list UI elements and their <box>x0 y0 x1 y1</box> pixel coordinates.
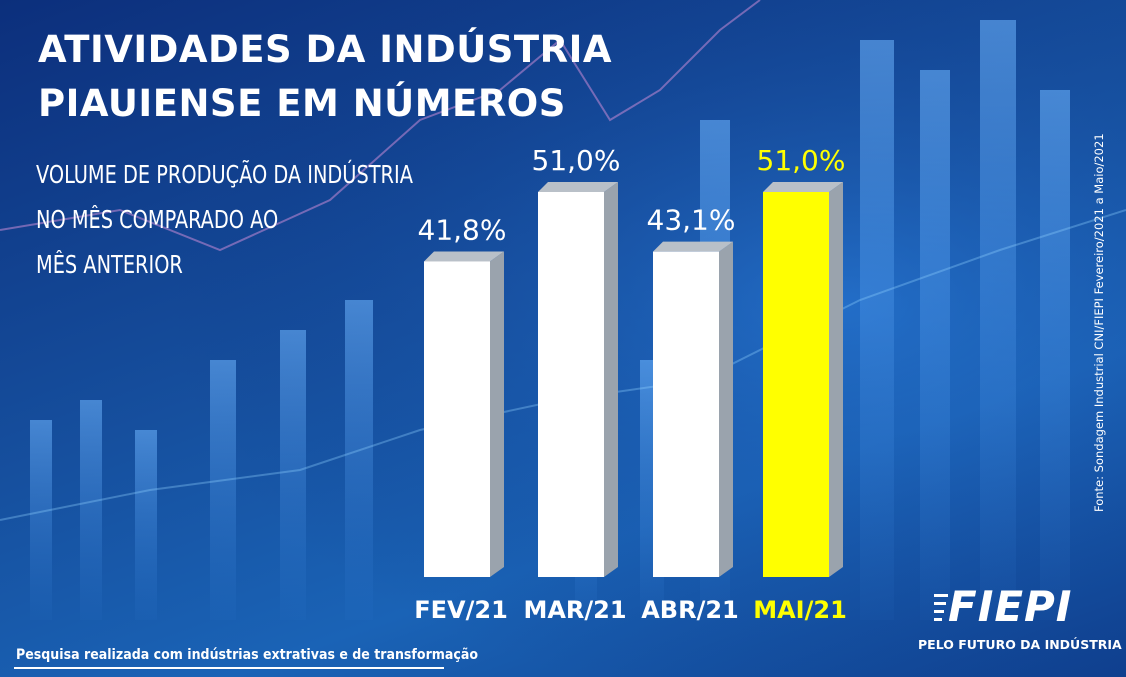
footnote: Pesquisa realizada com indústrias extrat… <box>16 647 479 663</box>
bar-3 <box>763 192 829 577</box>
slogan: PELO FUTURO DA INDÚSTRIA <box>918 637 1122 652</box>
bar-top-3 <box>763 182 843 192</box>
title-line-2: PIAUIENSE EM NÚMEROS <box>38 82 566 125</box>
title-line-1: ATIVIDADES DA INDÚSTRIA <box>38 28 613 71</box>
value-label-1: 51,0% <box>532 144 621 177</box>
bar-1 <box>538 192 604 577</box>
bar-side-2 <box>719 241 733 577</box>
bar-top-2 <box>653 241 733 252</box>
value-label-3: 51,0% <box>757 144 846 177</box>
category-label-3: MAI/21 <box>753 596 847 624</box>
category-label-1: MAR/21 <box>523 596 626 624</box>
bar-2 <box>653 251 719 577</box>
logo-stripes <box>934 594 948 621</box>
source-note: Fonte: Sondagem Industrial CNI/FIEPI Fev… <box>1092 133 1106 512</box>
logo-text: FIEPI <box>948 582 1073 631</box>
footnote-underline <box>14 667 444 669</box>
bar-side-1 <box>604 182 618 577</box>
value-label-0: 41,8% <box>418 213 507 246</box>
category-label-0: FEV/21 <box>414 596 508 624</box>
bar-top-1 <box>538 182 618 192</box>
subtitle-line-3: MÊS ANTERIOR <box>36 250 183 279</box>
value-label-2: 43,1% <box>647 204 736 237</box>
fiepi-logo: FIEPI <box>934 582 1092 631</box>
category-label-2: ABR/21 <box>641 596 739 624</box>
bar-0 <box>424 261 490 577</box>
bar-side-3 <box>829 182 843 577</box>
subtitle-line-2: NO MÊS COMPARADO AO <box>36 205 279 234</box>
bar-top-0 <box>424 251 504 262</box>
subtitle-line-1: VOLUME DE PRODUÇÃO DA INDÚSTRIA <box>36 160 413 189</box>
bar-side-0 <box>490 251 504 577</box>
